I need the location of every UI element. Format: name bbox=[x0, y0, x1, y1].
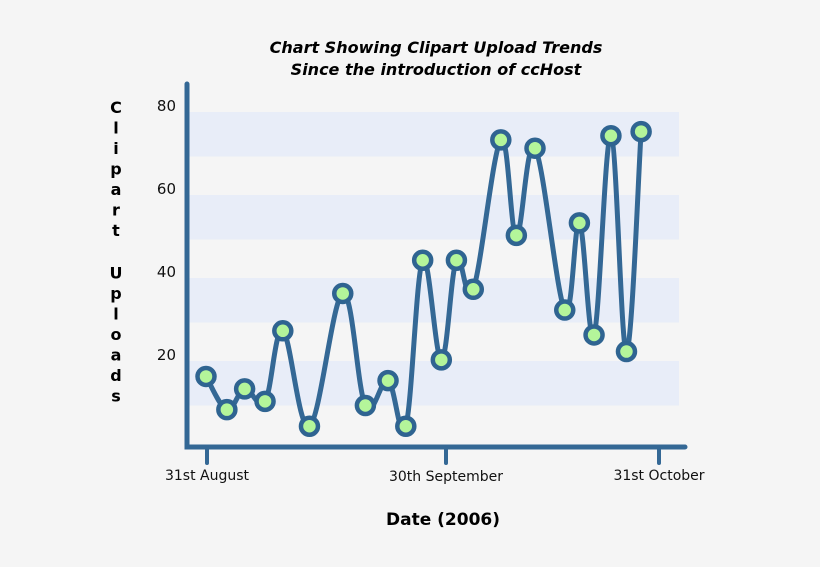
data-markers bbox=[195, 120, 652, 437]
y-axis-label-char: U bbox=[110, 264, 123, 283]
data-point-marker bbox=[554, 299, 576, 321]
y-axis-label-char: s bbox=[111, 387, 121, 406]
data-point-marker bbox=[505, 224, 528, 247]
x-tick-label: 31st August bbox=[165, 468, 250, 484]
y-axis-label-char: l bbox=[113, 305, 118, 324]
x-tick-label: 31st October bbox=[613, 468, 704, 484]
grid-band bbox=[189, 112, 679, 157]
x-axis-label: Date (2006) bbox=[386, 510, 500, 530]
y-axis-label-char: t bbox=[112, 221, 120, 240]
data-point-marker bbox=[377, 369, 399, 392]
y-tick-label: 20 bbox=[157, 346, 176, 364]
data-point-marker bbox=[490, 129, 512, 151]
axes bbox=[184, 81, 688, 450]
y-axis-label-char: C bbox=[110, 98, 122, 117]
y-tick-label: 40 bbox=[157, 263, 176, 281]
data-point-marker bbox=[254, 390, 276, 413]
data-point-marker bbox=[462, 278, 485, 301]
y-axis-label-char: r bbox=[112, 201, 120, 220]
data-point-marker bbox=[411, 249, 434, 271]
data-point-marker bbox=[524, 137, 546, 159]
data-point-marker bbox=[395, 415, 417, 437]
y-axis-label-char: a bbox=[111, 180, 122, 199]
y-axis-label-char: p bbox=[110, 160, 121, 179]
y-tick-label: 80 bbox=[157, 97, 176, 115]
y-axis-label-char: l bbox=[113, 119, 118, 138]
x-axis-ticks: 31st August 30th September 31st October bbox=[165, 445, 705, 485]
data-point-marker bbox=[615, 340, 638, 363]
chart-title: Chart Showing Clipart Upload Trends bbox=[270, 38, 603, 57]
x-tick-label: 30th September bbox=[389, 469, 503, 485]
y-axis-label-char: o bbox=[111, 325, 122, 344]
data-point-marker bbox=[298, 415, 321, 437]
data-point-marker bbox=[583, 324, 605, 346]
chart-subtitle: Since the introduction of ccHost bbox=[291, 60, 583, 79]
data-point-marker bbox=[630, 120, 652, 143]
axis-lines bbox=[184, 81, 688, 450]
y-axis-label-char: i bbox=[113, 139, 118, 158]
data-point-marker bbox=[568, 212, 591, 234]
data-point-marker bbox=[233, 378, 256, 400]
y-axis-label-char: a bbox=[111, 346, 122, 365]
data-point-marker bbox=[216, 398, 238, 421]
y-axis-label-char: d bbox=[110, 366, 121, 385]
data-point-marker bbox=[332, 282, 354, 305]
data-point-marker bbox=[272, 320, 294, 342]
data-point-marker bbox=[445, 249, 468, 271]
grid-band bbox=[189, 195, 679, 240]
data-point-marker bbox=[354, 394, 377, 417]
data-point-marker bbox=[195, 365, 217, 388]
y-tick-label: 60 bbox=[157, 180, 176, 198]
data-point-marker bbox=[600, 125, 622, 147]
y-axis-ticks: 20 40 60 80 bbox=[157, 97, 176, 364]
y-axis-label-char: p bbox=[110, 284, 121, 303]
data-point-marker bbox=[430, 349, 453, 371]
